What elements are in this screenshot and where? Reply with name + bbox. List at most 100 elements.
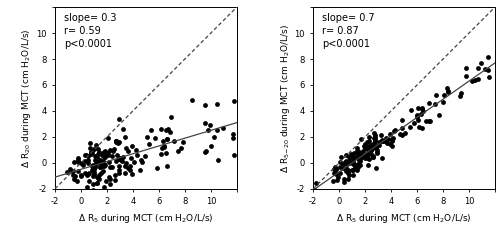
Point bbox=[474, 66, 482, 70]
Point bbox=[127, 156, 135, 160]
Point bbox=[87, 152, 95, 156]
Point bbox=[104, 160, 112, 164]
Point bbox=[69, 169, 77, 173]
Point bbox=[87, 151, 95, 154]
Point bbox=[485, 75, 493, 79]
Point bbox=[342, 169, 349, 173]
Point bbox=[96, 159, 104, 163]
Point bbox=[86, 146, 94, 149]
Point bbox=[382, 138, 390, 141]
Point bbox=[345, 155, 353, 159]
Point bbox=[375, 140, 383, 144]
Point bbox=[89, 188, 97, 192]
Point bbox=[104, 151, 112, 154]
Point bbox=[90, 170, 98, 174]
Point bbox=[98, 171, 106, 175]
Point bbox=[352, 168, 360, 172]
Point bbox=[366, 150, 374, 154]
Point bbox=[94, 173, 102, 177]
Point bbox=[353, 163, 361, 167]
Point bbox=[121, 164, 129, 167]
Point bbox=[348, 154, 356, 158]
Point bbox=[373, 150, 381, 154]
Point bbox=[372, 133, 380, 137]
Point bbox=[368, 143, 376, 147]
Point bbox=[330, 167, 338, 171]
Point bbox=[336, 165, 344, 169]
Point bbox=[112, 139, 120, 143]
Point bbox=[77, 190, 85, 193]
Point bbox=[354, 162, 362, 166]
Point bbox=[356, 159, 364, 163]
Point bbox=[340, 181, 348, 184]
Point bbox=[112, 160, 120, 163]
Point bbox=[100, 150, 108, 154]
Point bbox=[345, 161, 353, 164]
Point bbox=[164, 127, 172, 131]
Point bbox=[84, 173, 92, 176]
Point bbox=[92, 162, 100, 166]
Point bbox=[361, 153, 369, 157]
Point bbox=[151, 137, 159, 140]
Point bbox=[92, 143, 100, 147]
Point bbox=[351, 165, 359, 169]
Point bbox=[110, 149, 118, 153]
Point bbox=[477, 61, 485, 64]
Point bbox=[344, 171, 352, 175]
Point bbox=[94, 150, 102, 154]
Point bbox=[84, 159, 92, 162]
Point bbox=[462, 66, 470, 70]
Point bbox=[311, 190, 319, 193]
Point bbox=[106, 182, 114, 185]
Point bbox=[349, 173, 357, 177]
Point bbox=[116, 156, 124, 160]
Point bbox=[444, 90, 452, 93]
Point bbox=[367, 152, 375, 156]
Point bbox=[378, 138, 386, 142]
Point bbox=[114, 142, 122, 145]
Point bbox=[92, 165, 100, 169]
Point bbox=[336, 160, 344, 164]
Point bbox=[339, 166, 347, 170]
Point bbox=[360, 145, 368, 148]
Point bbox=[74, 160, 82, 164]
Point bbox=[348, 155, 356, 158]
Point bbox=[414, 106, 422, 110]
Point bbox=[356, 163, 364, 166]
Point bbox=[474, 77, 482, 81]
Point bbox=[112, 140, 120, 144]
Point bbox=[202, 149, 210, 153]
Point bbox=[370, 131, 378, 135]
Point bbox=[364, 149, 372, 152]
Point bbox=[92, 158, 100, 161]
Point bbox=[116, 168, 124, 172]
Point bbox=[96, 158, 104, 162]
Point bbox=[356, 151, 364, 155]
Point bbox=[331, 171, 339, 175]
Point bbox=[362, 154, 370, 157]
Point bbox=[357, 137, 365, 140]
Point bbox=[367, 144, 375, 148]
Point bbox=[378, 139, 386, 143]
Point bbox=[100, 162, 108, 166]
Point bbox=[96, 161, 104, 165]
Point bbox=[373, 144, 381, 148]
Point bbox=[332, 172, 340, 176]
Point bbox=[101, 163, 109, 167]
Point bbox=[214, 158, 222, 161]
Point bbox=[365, 151, 373, 155]
Point bbox=[432, 93, 440, 97]
Point bbox=[88, 174, 96, 178]
Point bbox=[406, 125, 414, 129]
Point bbox=[230, 99, 238, 103]
Point bbox=[333, 178, 341, 182]
Point bbox=[440, 93, 448, 97]
Point bbox=[368, 155, 376, 159]
Point bbox=[376, 143, 384, 147]
Point bbox=[402, 132, 409, 135]
Point bbox=[70, 160, 78, 164]
Point bbox=[368, 148, 376, 152]
Point bbox=[384, 137, 392, 141]
Point bbox=[360, 155, 368, 158]
Point bbox=[358, 154, 366, 158]
